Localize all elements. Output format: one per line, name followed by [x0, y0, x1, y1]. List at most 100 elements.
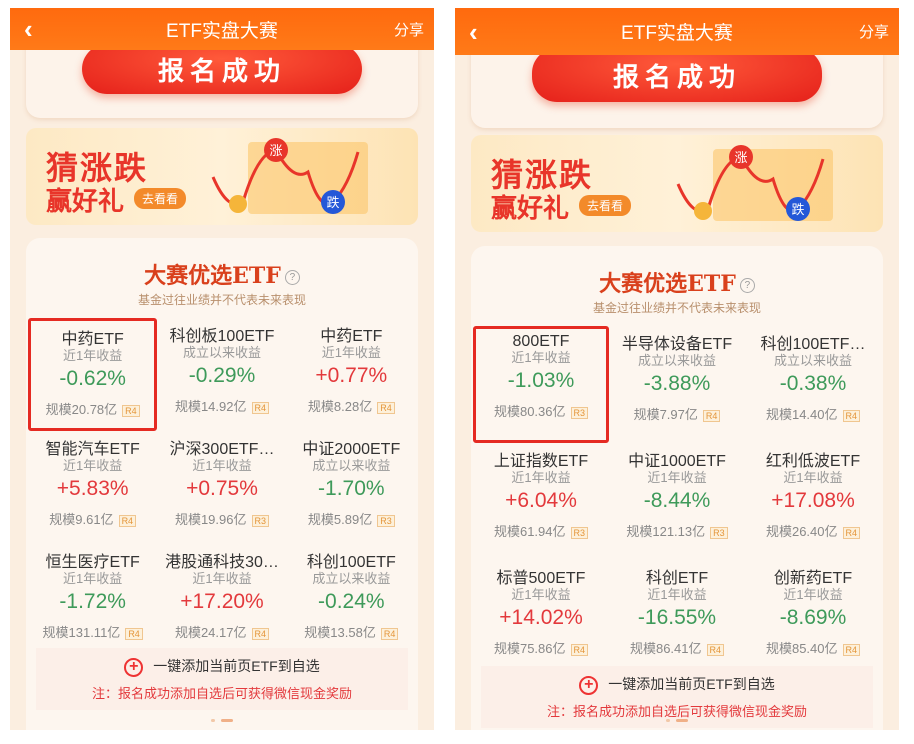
- risk-badge: R4: [842, 526, 861, 539]
- return-value: +6.04%: [505, 489, 577, 512]
- return-label: 成立以来收益: [637, 353, 716, 368]
- footer-panel: + 一键添加当前页ETF到自选 注：报名成功添加自选后可获得微信现金奖励: [481, 666, 873, 728]
- return-value: +5.83%: [56, 477, 129, 500]
- banner-cta-button[interactable]: 去看看: [134, 188, 187, 209]
- plus-circle-icon: +: [124, 657, 144, 677]
- page-indicator: [211, 719, 233, 722]
- fund-size: 规模13.58亿 R4: [287, 622, 416, 641]
- etf-item[interactable]: 沪深300ETF… 近1年收益 +0.75% 规模19.96亿 R3: [157, 431, 286, 544]
- return-label: 近1年收益: [511, 587, 571, 602]
- disclaimer: 基金过往业绩并不代表未来表现: [137, 293, 306, 307]
- back-chevron-icon[interactable]: ‹: [24, 14, 33, 44]
- risk-badge: R4: [842, 409, 861, 422]
- fund-size: 规模9.61亿 R4: [28, 509, 157, 528]
- fund-size-text: 规模9.61亿: [49, 512, 114, 527]
- signup-success-button[interactable]: 报名成功: [82, 44, 362, 94]
- page-indicator: [666, 719, 688, 722]
- etf-item[interactable]: 上证指数ETF 近1年收益 +6.04% 规模61.94亿 R3: [473, 443, 609, 560]
- etf-item[interactable]: 科创板100ETF 成立以来收益 -0.29% 规模14.92亿 R4: [157, 318, 286, 431]
- etf-item[interactable]: 科创100ETF 成立以来收益 -0.24% 规模13.58亿 R4: [287, 544, 416, 657]
- fund-size: 规模5.89亿 R3: [287, 509, 416, 528]
- fund-size: 规模75.86亿 R4: [473, 638, 609, 657]
- guess-banner[interactable]: 猜涨跌 赢好礼 去看看 涨 跌: [471, 135, 883, 232]
- fund-size-text: 规模26.40亿: [765, 524, 838, 539]
- fund-size: 规模131.11亿 R4: [28, 622, 157, 641]
- etf-item[interactable]: 科创ETF 近1年收益 -16.55% 规模86.41亿 R4: [609, 560, 745, 677]
- return-label: 近1年收益: [192, 458, 252, 473]
- top-nav-bar: ‹ ETF实盘大赛 分享: [10, 8, 434, 50]
- return-value: -0.29%: [188, 364, 256, 387]
- fund-size: 规模7.97亿 R4: [609, 404, 745, 423]
- return-value: +17.20%: [180, 590, 264, 613]
- etf-name: 中证2000ETF: [302, 441, 401, 458]
- fund-size: 规模14.92亿 R4: [157, 396, 286, 415]
- etf-name: 中证1000ETF: [628, 453, 726, 470]
- banner-cta-button[interactable]: 去看看: [579, 195, 632, 216]
- guess-banner[interactable]: 猜涨跌 赢好礼 去看看 涨 跌: [26, 128, 418, 225]
- fund-size: 规模121.13亿 R3: [609, 521, 745, 540]
- section-title: 大赛优选ETF: [599, 271, 736, 297]
- banner-title: 猜涨跌: [46, 150, 149, 186]
- risk-badge: R4: [251, 401, 270, 414]
- fund-size-text: 规模7.97亿: [633, 407, 698, 422]
- etf-item[interactable]: 智能汽车ETF 近1年收益 +5.83% 规模9.61亿 R4: [28, 431, 157, 544]
- share-button[interactable]: 分享: [393, 21, 424, 39]
- etf-name: 红利低波ETF: [765, 453, 861, 470]
- signup-card: 报名成功: [26, 38, 418, 118]
- fund-size: 规模26.40亿 R4: [745, 521, 881, 540]
- section-heading: 大赛优选ETF?: [471, 266, 883, 298]
- etf-item[interactable]: 标普500ETF 近1年收益 +14.02% 规模75.86亿 R4: [473, 560, 609, 677]
- banner-subtitle: 赢好礼: [491, 193, 570, 223]
- etf-item[interactable]: 中药ETF 近1年收益 +0.77% 规模8.28亿 R4: [287, 318, 416, 431]
- etf-item[interactable]: 红利低波ETF 近1年收益 +17.08% 规模26.40亿 R4: [745, 443, 881, 560]
- fund-size: 规模86.41亿 R4: [609, 638, 745, 657]
- rise-badge: 涨: [734, 150, 747, 165]
- return-value: +0.77%: [315, 364, 388, 387]
- plus-circle-icon: +: [579, 675, 599, 695]
- signup-success-button[interactable]: 报名成功: [532, 48, 822, 102]
- etf-name: 科创ETF: [645, 570, 709, 587]
- risk-badge: R4: [702, 409, 721, 422]
- disclaimer: 基金过往业绩并不代表未来表现: [592, 301, 761, 315]
- rise-fall-chart-icon: 涨 跌: [676, 145, 833, 221]
- etf-item[interactable]: 创新药ETF 近1年收益 -8.69% 规模85.40亿 R4: [745, 560, 881, 677]
- return-value: -1.72%: [59, 590, 126, 613]
- fund-size: 规模19.96亿 R3: [157, 509, 286, 528]
- fund-size-text: 规模14.92亿: [174, 399, 247, 414]
- fund-size: 规模24.17亿 R4: [157, 622, 286, 641]
- etf-name: 半导体设备ETF: [621, 336, 733, 353]
- return-value: -3.88%: [643, 372, 711, 395]
- return-label: 近1年收益: [321, 345, 381, 360]
- etf-name: 中药ETF: [61, 331, 124, 348]
- add-all-to-watchlist-button[interactable]: + 一键添加当前页ETF到自选: [36, 656, 408, 677]
- etf-name: 800ETF: [512, 333, 570, 350]
- etf-item[interactable]: 半导体设备ETF 成立以来收益 -3.88% 规模7.97亿 R4: [609, 326, 745, 443]
- add-all-to-watchlist-button[interactable]: + 一键添加当前页ETF到自选: [481, 674, 873, 695]
- etf-name: 科创板100ETF: [169, 328, 275, 345]
- return-label: 成立以来收益: [182, 345, 261, 360]
- etf-item[interactable]: 港股通科技30… 近1年收益 +17.20% 规模24.17亿 R4: [157, 544, 286, 657]
- etf-name: 上证指数ETF: [493, 453, 589, 470]
- rise-badge: 涨: [269, 143, 282, 158]
- question-circle-icon[interactable]: ?: [284, 269, 300, 285]
- page-title: ETF实盘大赛: [621, 23, 733, 44]
- etf-item[interactable]: 800ETF 近1年收益 -1.03% 规模80.36亿 R3: [473, 326, 609, 443]
- banner-title: 猜涨跌: [491, 157, 594, 193]
- fall-badge: 跌: [791, 202, 804, 217]
- etf-item[interactable]: 中药ETF 近1年收益 -0.62% 规模20.78亿 R4: [28, 318, 158, 431]
- question-circle-icon[interactable]: ?: [739, 277, 755, 293]
- etf-name: 沪深300ETF…: [169, 441, 275, 458]
- etf-item[interactable]: 中证1000ETF 近1年收益 -8.44% 规模121.13亿 R3: [609, 443, 745, 560]
- risk-badge: R4: [122, 404, 140, 417]
- return-label: 近1年收益: [783, 470, 843, 485]
- risk-badge: R4: [706, 643, 725, 656]
- return-label: 近1年收益: [63, 458, 123, 473]
- etf-item[interactable]: 恒生医疗ETF 近1年收益 -1.72% 规模131.11亿 R4: [28, 544, 157, 657]
- return-value: -0.24%: [318, 590, 385, 613]
- phone-screen: ‹ ETF实盘大赛 分享 报名成功 猜涨跌 赢好礼 去看看 涨 跌 大赛优选ET…: [10, 8, 434, 730]
- etf-item[interactable]: 中证2000ETF 成立以来收益 -1.70% 规模5.89亿 R3: [287, 431, 416, 544]
- etf-item[interactable]: 科创100ETF… 成立以来收益 -0.38% 规模14.40亿 R4: [745, 326, 881, 443]
- risk-badge: R4: [251, 627, 270, 640]
- back-chevron-icon[interactable]: ‹: [469, 16, 478, 47]
- share-button[interactable]: 分享: [858, 24, 889, 41]
